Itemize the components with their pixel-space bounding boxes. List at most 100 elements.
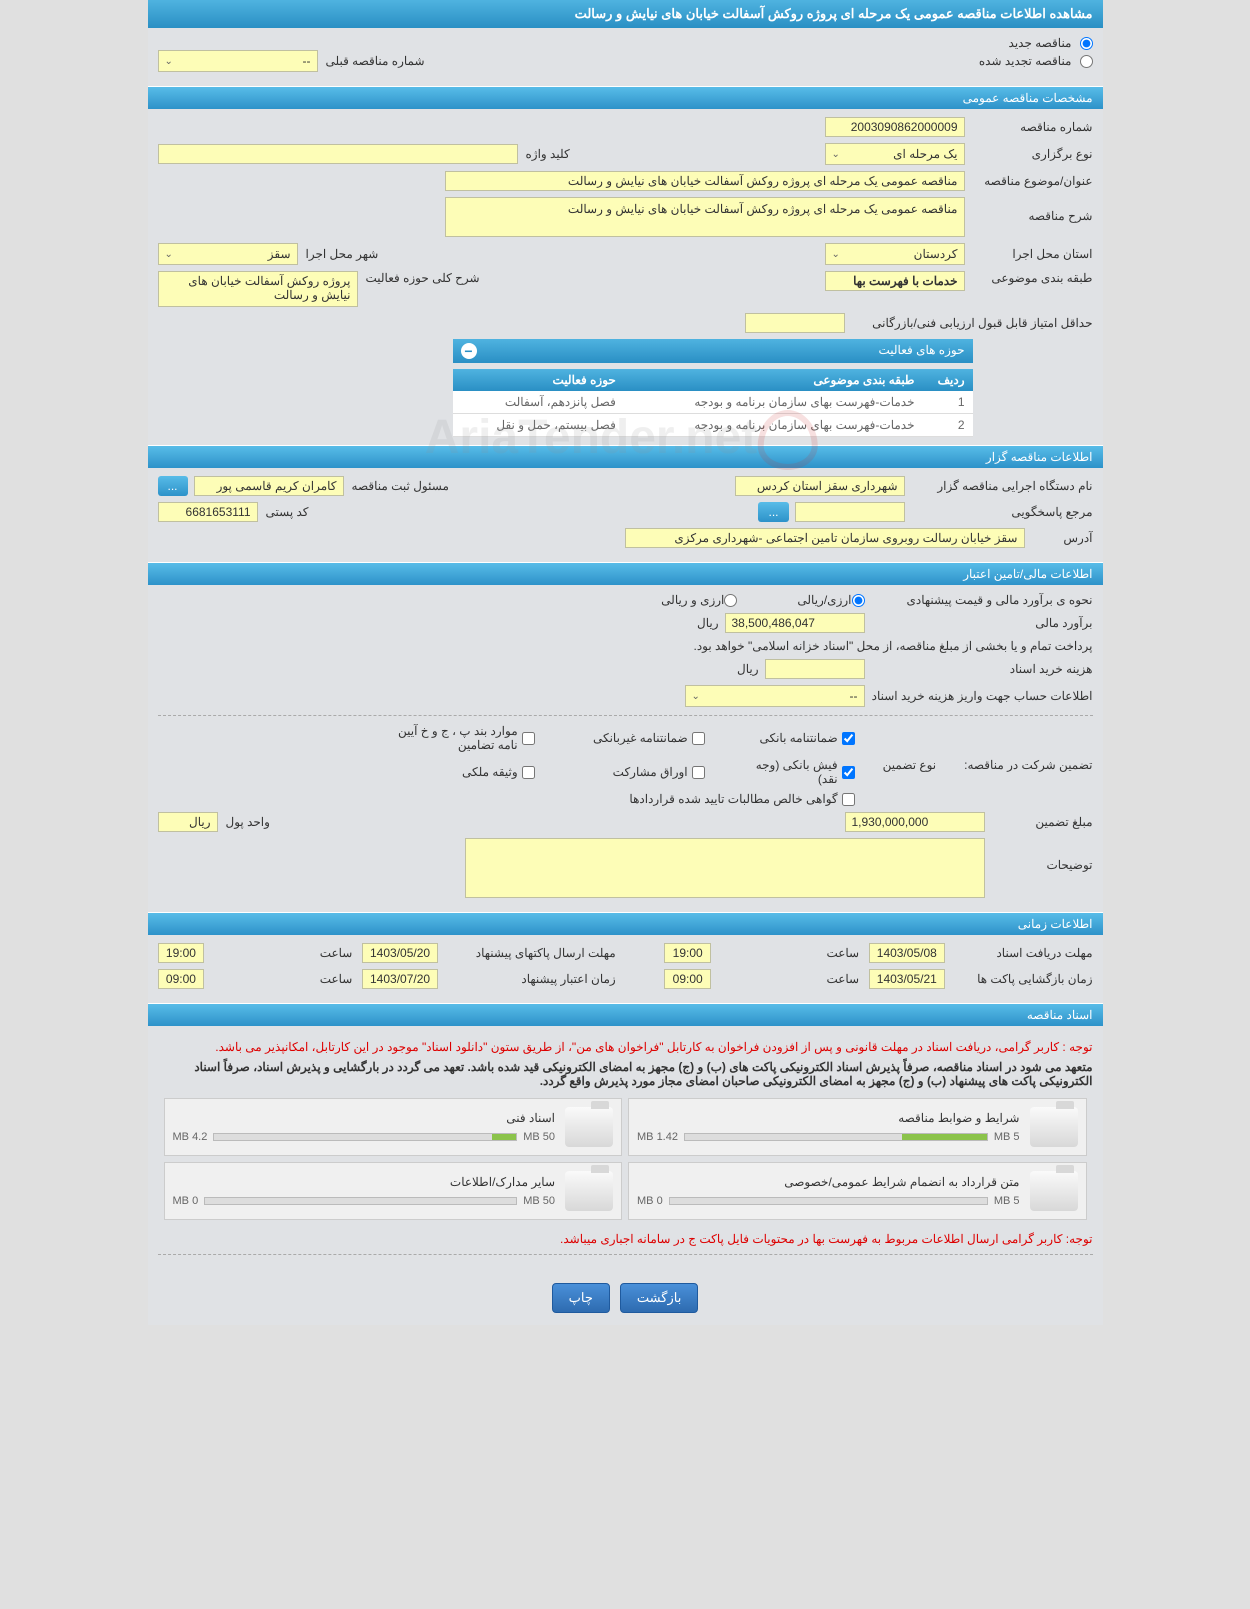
dots-button[interactable]: ... bbox=[758, 502, 788, 522]
payment-note: پرداخت تمام و یا بخشی از مبلغ مناقصه، از… bbox=[694, 639, 1093, 653]
min-score-label: حداقل امتیاز قابل قبول ارزیابی فنی/بازرگ… bbox=[853, 316, 1093, 330]
doc-card[interactable]: اسناد فنی 50 MB 4.2 MB bbox=[164, 1098, 623, 1156]
time-label-4: ساعت bbox=[222, 972, 352, 986]
doc-card[interactable]: سایر مدارک/اطلاعات 50 MB 0 MB bbox=[164, 1162, 623, 1220]
notes-label: توضیحات bbox=[993, 838, 1093, 872]
more-button[interactable]: ... bbox=[158, 476, 188, 496]
cb-cash[interactable] bbox=[842, 766, 855, 779]
cb-nonbank[interactable] bbox=[692, 732, 705, 745]
time-label-1: ساعت bbox=[729, 946, 859, 960]
prev-number-label: شماره مناقصه قبلی bbox=[326, 54, 425, 68]
print-button[interactable]: چاپ bbox=[552, 1283, 610, 1313]
doc-note-2: متعهد می شود در اسناد مناقصه، صرفاً پذیر… bbox=[158, 1060, 1093, 1088]
guarantee-type-label: نوع تضمین bbox=[883, 758, 936, 772]
doc-card[interactable]: شرایط و ضوابط مناقصه 5 MB 1.42 MB bbox=[628, 1098, 1087, 1156]
open-date: 1403/05/21 bbox=[869, 969, 944, 989]
tender-type-radio[interactable]: مناقصه جدید bbox=[158, 36, 1093, 50]
postal-label: کد پستی bbox=[266, 505, 309, 519]
doc-used: 1.42 MB bbox=[637, 1131, 678, 1143]
prev-number-select[interactable]: -- ⌄ bbox=[158, 50, 318, 72]
activity-table: ردیف طبقه بندی موضوعی حوزه فعالیت 1خدمات… bbox=[453, 369, 973, 437]
number-label: شماره مناقصه bbox=[973, 120, 1093, 134]
radio-rial-label: ارزی/ریالی bbox=[797, 593, 851, 607]
doc-used: 0 MB bbox=[637, 1195, 663, 1207]
radio-both[interactable] bbox=[724, 594, 737, 607]
province-select[interactable]: کردستان ⌄ bbox=[825, 243, 965, 265]
activity-header: حوزه های فعالیت bbox=[879, 343, 965, 359]
cb-bonds-label: اوراق مشارکت bbox=[613, 765, 688, 779]
type-label: نوع برگزاری bbox=[973, 147, 1093, 161]
contact-field[interactable] bbox=[795, 502, 905, 522]
rial-label-2: ریال bbox=[737, 662, 759, 676]
radio-renewed[interactable] bbox=[1080, 55, 1093, 68]
account-value: -- bbox=[850, 689, 858, 703]
radio-renewed-label: مناقصه تجدید شده bbox=[979, 54, 1072, 68]
cb-nonbank-label: ضمانتنامه غیربانکی bbox=[593, 731, 688, 745]
submit-date: 1403/05/20 bbox=[362, 943, 437, 963]
org-label: نام دستگاه اجرایی مناقصه گزار bbox=[913, 479, 1093, 493]
cb-bonds[interactable] bbox=[692, 766, 705, 779]
type-value: یک مرحله ای bbox=[893, 147, 957, 161]
cb-regs-label: موارد بند پ ، ج و خ آیین نامه تضامین bbox=[395, 724, 518, 752]
guarantee-label: تضمین شرکت در مناقصه: bbox=[964, 758, 1092, 772]
desc-label: شرح مناقصه bbox=[973, 197, 1093, 223]
province-value: کردستان bbox=[914, 247, 958, 261]
section-financial: اطلاعات مالی/تامین اعتبار bbox=[148, 562, 1103, 585]
doc-card[interactable]: متن قرارداد به انضمام شرایط عمومی/خصوصی … bbox=[628, 1162, 1087, 1220]
title-field[interactable]: مناقصه عمومی یک مرحله ای پروژه روکش آسفا… bbox=[445, 171, 965, 191]
cb-regs[interactable] bbox=[522, 732, 535, 745]
city-select[interactable]: سقز ⌄ bbox=[158, 243, 298, 265]
folder-icon bbox=[565, 1171, 613, 1211]
validity-date: 1403/07/20 bbox=[362, 969, 437, 989]
progress-bar bbox=[204, 1197, 517, 1205]
time-label-3: ساعت bbox=[729, 972, 859, 986]
doc-cost-field[interactable] bbox=[765, 659, 865, 679]
currency-field: ریال bbox=[158, 812, 218, 832]
min-score-field[interactable] bbox=[745, 313, 845, 333]
type-select[interactable]: یک مرحله ای ⌄ bbox=[825, 143, 965, 165]
radio-rial[interactable] bbox=[852, 594, 865, 607]
doc-total: 5 MB bbox=[994, 1195, 1020, 1207]
receive-label: مهلت دریافت اسناد bbox=[963, 946, 1093, 960]
notes-field[interactable] bbox=[465, 838, 985, 898]
keyword-field[interactable] bbox=[158, 144, 518, 164]
guarantee-amount-field: 1,930,000,000 bbox=[845, 812, 985, 832]
cb-property[interactable] bbox=[522, 766, 535, 779]
submit-time: 19:00 bbox=[158, 943, 205, 963]
open-time: 09:00 bbox=[664, 969, 711, 989]
col-activity: حوزه فعالیت bbox=[453, 369, 624, 391]
contact-label: مرجع پاسخگویی bbox=[913, 505, 1093, 519]
doc-title: اسناد فنی bbox=[173, 1111, 556, 1125]
submit-label: مهلت ارسال پاکتهای پیشنهاد bbox=[456, 946, 616, 960]
currency-label: واحد پول bbox=[226, 815, 270, 829]
city-value: سقز bbox=[268, 247, 291, 261]
keyword-label: کلید واژه bbox=[526, 147, 570, 161]
tender-type-radio-renewed[interactable]: مناقصه تجدید شده bbox=[979, 54, 1093, 68]
address-field: سقز خیابان رسالت روبروی سازمان تامین اجت… bbox=[625, 528, 1025, 548]
responsible-label: مسئول ثبت مناقصه bbox=[352, 479, 449, 493]
city-label: شهر محل اجرا bbox=[306, 247, 379, 261]
folder-icon bbox=[1030, 1107, 1078, 1147]
progress-bar bbox=[213, 1133, 517, 1141]
cb-bank-label: ضمانتنامه بانکی bbox=[759, 731, 837, 745]
desc-field[interactable]: مناقصه عمومی یک مرحله ای پروژه روکش آسفا… bbox=[445, 197, 965, 237]
cb-cert[interactable] bbox=[842, 793, 855, 806]
account-select[interactable]: -- ⌄ bbox=[685, 685, 865, 707]
postal-field: 6681653111 bbox=[158, 502, 258, 522]
activity-desc-field[interactable]: پروژه روکش آسفالت خیابان های نیایش و رسا… bbox=[158, 271, 358, 307]
back-button[interactable]: بازگشت bbox=[620, 1283, 698, 1313]
rial-label: ریال bbox=[697, 616, 719, 630]
doc-title: شرایط و ضوابط مناقصه bbox=[637, 1111, 1020, 1125]
doc-cost-label: هزینه خرید اسناد bbox=[873, 662, 1093, 676]
cb-bank[interactable] bbox=[842, 732, 855, 745]
radio-both-label: ارزی و ریالی bbox=[661, 593, 724, 607]
col-row: ردیف bbox=[923, 369, 973, 391]
validity-time: 09:00 bbox=[158, 969, 205, 989]
doc-used: 4.2 MB bbox=[173, 1131, 208, 1143]
section-documents: اسناد مناقصه bbox=[148, 1003, 1103, 1026]
open-label: زمان بازگشایی پاکت ها bbox=[963, 972, 1093, 986]
category-label: طبقه بندی موضوعی bbox=[973, 271, 1093, 285]
collapse-icon[interactable]: − bbox=[461, 343, 477, 359]
radio-new[interactable] bbox=[1080, 37, 1093, 50]
doc-title: سایر مدارک/اطلاعات bbox=[173, 1175, 556, 1189]
